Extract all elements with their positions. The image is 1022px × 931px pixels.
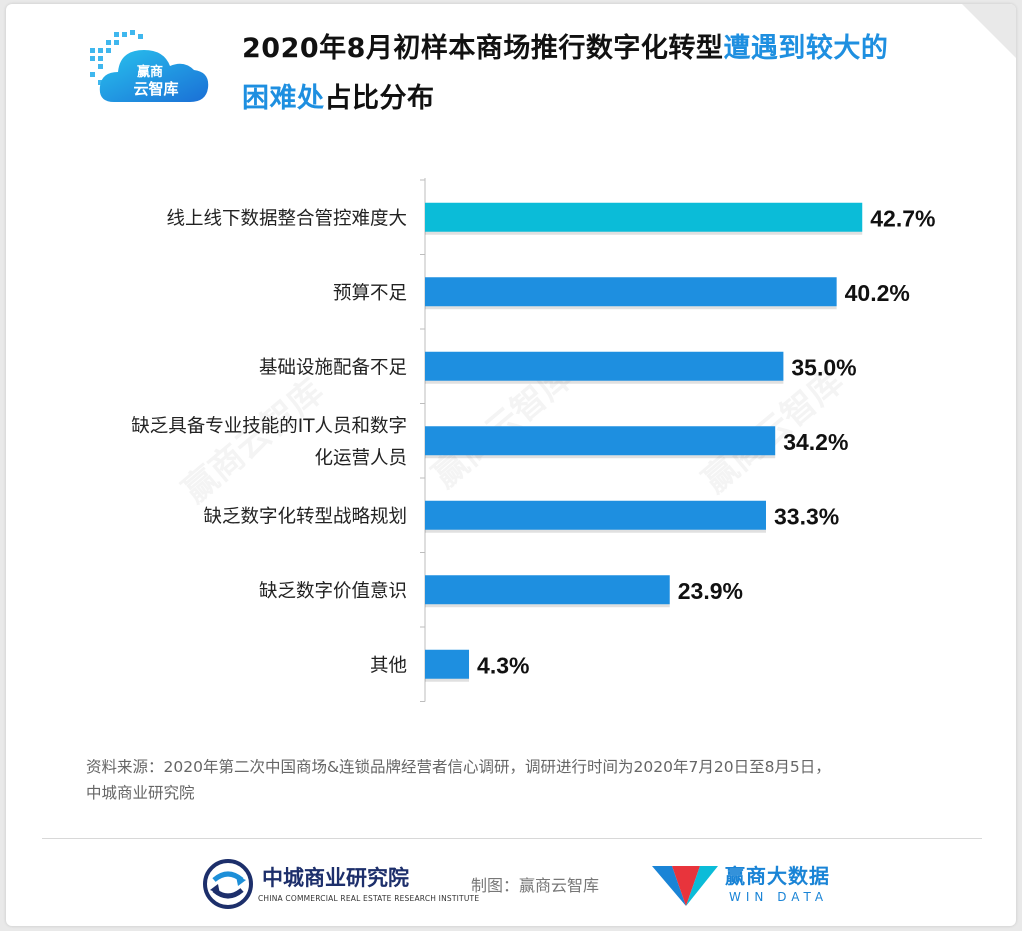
logo-text-line1: 赢商 [137, 64, 163, 80]
title-part2: 占比分布 [324, 83, 435, 114]
bar-shadow [425, 678, 470, 682]
zhongcheng-logo-icon [203, 859, 253, 909]
data-label: 34.2% [783, 429, 848, 455]
bar [425, 351, 784, 381]
data-label: 33.3% [774, 503, 839, 529]
brand-english-name: WIN DATA [729, 890, 829, 904]
category-label: 缺乏具备专业技能的IT人员和数字 [131, 416, 407, 437]
data-label: 40.2% [845, 280, 910, 306]
brand-name: 赢商大数据 [725, 864, 830, 888]
yingshang-logo: 赢商 云智库 [84, 26, 216, 112]
maker-credit: 制图：赢商云智库 [471, 876, 600, 895]
bar-shadow [425, 231, 863, 235]
source-note: 资料来源：2020年第二次中国商场&连锁品牌经营者信心调研，调研进行时间为202… [86, 754, 986, 806]
bar [425, 500, 766, 530]
category-label: 预算不足 [333, 283, 407, 304]
title-highlight1: 遭遇到较大的 [723, 33, 889, 64]
cloud-logo-icon: 赢商 云智库 [90, 30, 209, 102]
bar [425, 202, 863, 232]
title-highlight2: 困难处 [242, 83, 325, 114]
org-english-name: CHINA COMMERCIAL REAL ESTATE RESEARCH IN… [258, 894, 480, 903]
bar [425, 277, 837, 307]
data-label: 35.0% [791, 354, 856, 380]
bar-shadow [425, 529, 766, 533]
source-line1: 资料来源：2020年第二次中国商场&连锁品牌经营者信心调研，调研进行时间为202… [86, 758, 831, 776]
horizontal-bar-chart: 42.7% 线上线下数据整合管控难度大 40.2% 预算不足 35.0% 基础设施配备不足… [131, 178, 935, 702]
windata-logo-icon [652, 866, 718, 906]
footer: 中城商业研究院 CHINA COMMERCIAL REAL ESTATE RES… [6, 850, 1016, 920]
bar-shadow [425, 306, 837, 310]
chart-title: 2020年8月初样本商场推行数字化转型遭遇到较大的 困难处占比分布 [242, 24, 942, 124]
category-label: 缺乏数字价值意识 [259, 581, 407, 602]
category-label: 基础设施配备不足 [259, 357, 407, 378]
bar [425, 649, 470, 679]
bar-shadow [425, 380, 784, 384]
bar-shadow [425, 455, 776, 459]
bar-shadow [425, 604, 670, 608]
page-fold [961, 4, 1016, 59]
category-label: 化运营人员 [314, 448, 407, 469]
category-label: 其他 [370, 655, 407, 676]
source-line2: 中城商业研究院 [86, 784, 195, 802]
footer-divider [42, 838, 982, 839]
category-label: 线上线下数据整合管控难度大 [166, 208, 407, 229]
data-label: 42.7% [870, 205, 935, 231]
data-label: 23.9% [678, 578, 743, 604]
bar [425, 575, 670, 605]
bar [425, 426, 776, 456]
logo-text-line2: 云智库 [133, 80, 178, 98]
data-label: 4.3% [477, 652, 529, 678]
infographic-card: 赢商云智库 赢商云智库 赢商云智库 赢商 云智库 2020年8月初 [6, 4, 1016, 926]
org-name: 中城商业研究院 [262, 865, 409, 890]
category-label: 缺乏数字化转型战略规划 [203, 506, 407, 527]
title-part1: 2020年8月初样本商场推行数字化转型 [242, 33, 724, 64]
